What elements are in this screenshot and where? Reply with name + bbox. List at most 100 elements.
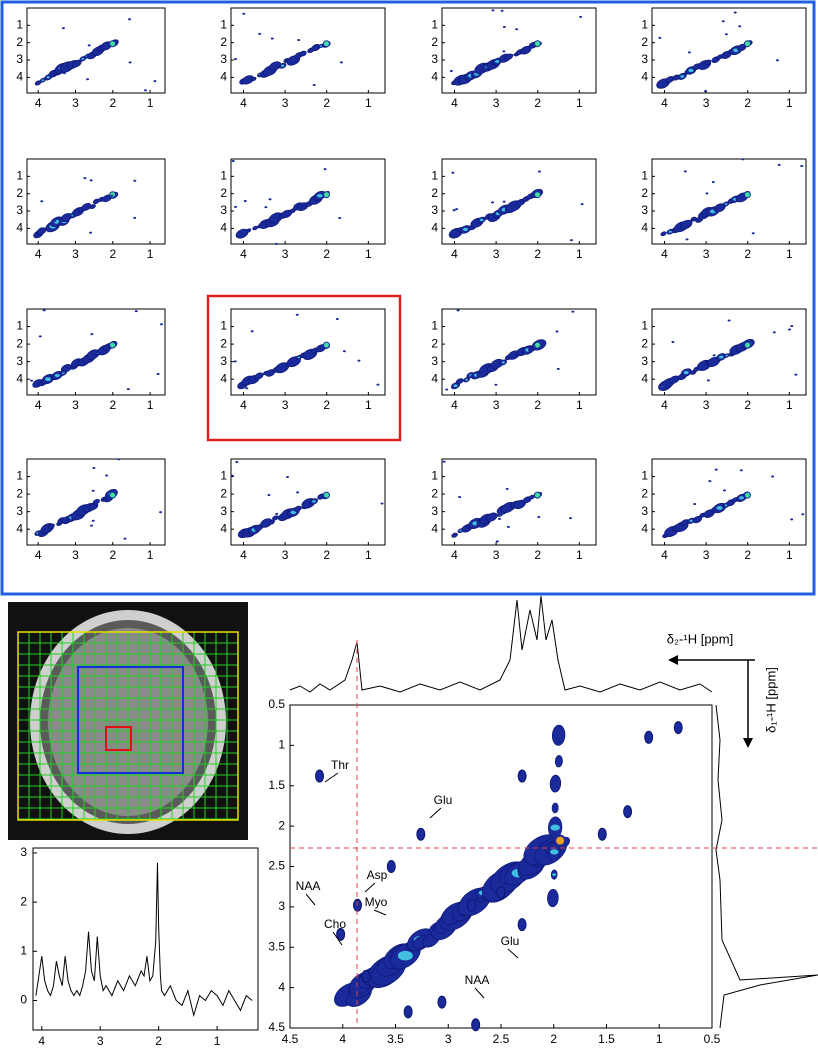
y-tick-label: 4 bbox=[641, 521, 648, 535]
contour bbox=[724, 33, 728, 36]
contour bbox=[48, 523, 55, 529]
contour bbox=[234, 58, 238, 61]
contour bbox=[517, 769, 527, 783]
contour bbox=[353, 898, 363, 912]
contour bbox=[281, 64, 285, 67]
annotation: NAA bbox=[465, 973, 490, 987]
contour bbox=[90, 524, 94, 527]
contour bbox=[794, 373, 798, 376]
y-tick-label: 2 bbox=[20, 894, 27, 908]
contour bbox=[671, 340, 675, 343]
contour bbox=[90, 333, 94, 336]
peak bbox=[743, 40, 751, 48]
contour bbox=[268, 198, 272, 201]
contour bbox=[550, 824, 560, 831]
x-tick-label: 4 bbox=[240, 96, 247, 110]
x-tick-label: 4 bbox=[38, 1034, 45, 1048]
contour bbox=[510, 54, 514, 57]
contour bbox=[711, 181, 715, 184]
contour bbox=[462, 227, 468, 231]
contour bbox=[452, 209, 456, 212]
annotation-arrow bbox=[474, 987, 485, 999]
contour bbox=[38, 335, 42, 338]
contour bbox=[230, 474, 234, 477]
contour bbox=[293, 505, 302, 512]
contour bbox=[128, 18, 132, 21]
y-tick-label: 2 bbox=[220, 186, 227, 200]
x-tick-label: 4 bbox=[240, 247, 247, 261]
contour bbox=[403, 1005, 413, 1019]
contour bbox=[706, 379, 710, 382]
x-tick-label: 2 bbox=[744, 247, 751, 261]
y-tick-label: 1 bbox=[431, 18, 438, 32]
x-tick-label: 4 bbox=[451, 398, 458, 412]
x-tick-label: 3 bbox=[703, 96, 710, 110]
contour bbox=[53, 219, 57, 222]
annotation: Thr bbox=[331, 758, 349, 772]
contour bbox=[253, 532, 257, 535]
contour bbox=[458, 496, 462, 499]
y-tick-label: 3 bbox=[16, 203, 23, 217]
contour bbox=[258, 32, 262, 35]
peak bbox=[322, 191, 330, 199]
contour bbox=[267, 493, 271, 496]
y-tick-label: 2 bbox=[641, 35, 648, 49]
contour bbox=[245, 387, 249, 390]
y-tick-label: 2 bbox=[16, 186, 23, 200]
y-tick-label: 3 bbox=[641, 504, 648, 518]
y-tick-label: 2 bbox=[641, 336, 648, 350]
contour bbox=[453, 384, 458, 387]
contour bbox=[571, 310, 575, 313]
contour bbox=[134, 310, 138, 313]
x-tick-label: 3 bbox=[493, 398, 500, 412]
x-tick-label: 2 bbox=[109, 96, 116, 110]
contour bbox=[690, 216, 697, 222]
contour bbox=[497, 517, 501, 520]
contour bbox=[45, 377, 51, 382]
x-axis-label: δ₂-¹H [ppm] bbox=[667, 631, 733, 646]
y-tick-label: 3 bbox=[431, 52, 438, 66]
contour bbox=[83, 177, 87, 180]
contour bbox=[126, 388, 130, 391]
contour bbox=[502, 200, 506, 203]
y-tick-label: 4 bbox=[431, 371, 438, 385]
contour bbox=[274, 242, 278, 245]
contour bbox=[437, 995, 447, 1009]
contour bbox=[689, 519, 693, 522]
x-tick-label: 3 bbox=[282, 398, 289, 412]
contour bbox=[159, 511, 163, 514]
x-tick-label: 1.5 bbox=[598, 1032, 615, 1046]
x-tick-label: 4 bbox=[451, 96, 458, 110]
contour bbox=[515, 28, 519, 31]
contour bbox=[505, 487, 509, 490]
y-tick-label: 1 bbox=[220, 319, 227, 333]
contour bbox=[455, 208, 459, 211]
contour bbox=[275, 512, 279, 515]
contour bbox=[459, 529, 462, 532]
contour bbox=[704, 59, 712, 65]
x-tick-label: 1 bbox=[147, 247, 154, 261]
y-tick-label: 2 bbox=[16, 336, 23, 350]
contour bbox=[250, 76, 257, 82]
y-tick-label: 3 bbox=[220, 203, 227, 217]
contour bbox=[89, 204, 96, 210]
contour bbox=[416, 827, 426, 841]
peak bbox=[533, 491, 541, 499]
contour bbox=[88, 502, 99, 511]
slab-outline bbox=[17, 631, 239, 821]
contour bbox=[335, 318, 339, 321]
contour bbox=[235, 461, 239, 464]
peak bbox=[109, 491, 117, 499]
contour bbox=[478, 372, 482, 375]
y-tick-label: 1 bbox=[431, 169, 438, 183]
contour bbox=[264, 206, 268, 209]
contour bbox=[537, 170, 541, 173]
contour bbox=[597, 827, 607, 841]
contour bbox=[775, 59, 779, 62]
x-tick-label: 4 bbox=[240, 398, 247, 412]
y-tick-label: 2 bbox=[16, 35, 23, 49]
contour bbox=[128, 61, 132, 64]
contour bbox=[397, 950, 413, 961]
x-tick-label: 2 bbox=[534, 247, 541, 261]
contour bbox=[703, 90, 707, 93]
